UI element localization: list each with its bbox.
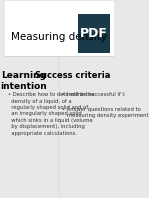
Text: Measuring density: Measuring density (11, 31, 107, 42)
FancyBboxPatch shape (78, 14, 110, 53)
Text: • Answer questions related to
   measuring density experiments: • Answer questions related to measuring … (62, 107, 149, 118)
Text: • Describe how to determine the
  density of a liquid, of a
  regularly shaped s: • Describe how to determine the density … (8, 92, 95, 136)
Text: • I will be successful if I:: • I will be successful if I: (62, 92, 125, 97)
Text: PDF: PDF (80, 27, 108, 40)
FancyBboxPatch shape (5, 1, 114, 56)
Text: Success criteria: Success criteria (35, 71, 110, 80)
Text: Learning
intention: Learning intention (0, 71, 47, 91)
